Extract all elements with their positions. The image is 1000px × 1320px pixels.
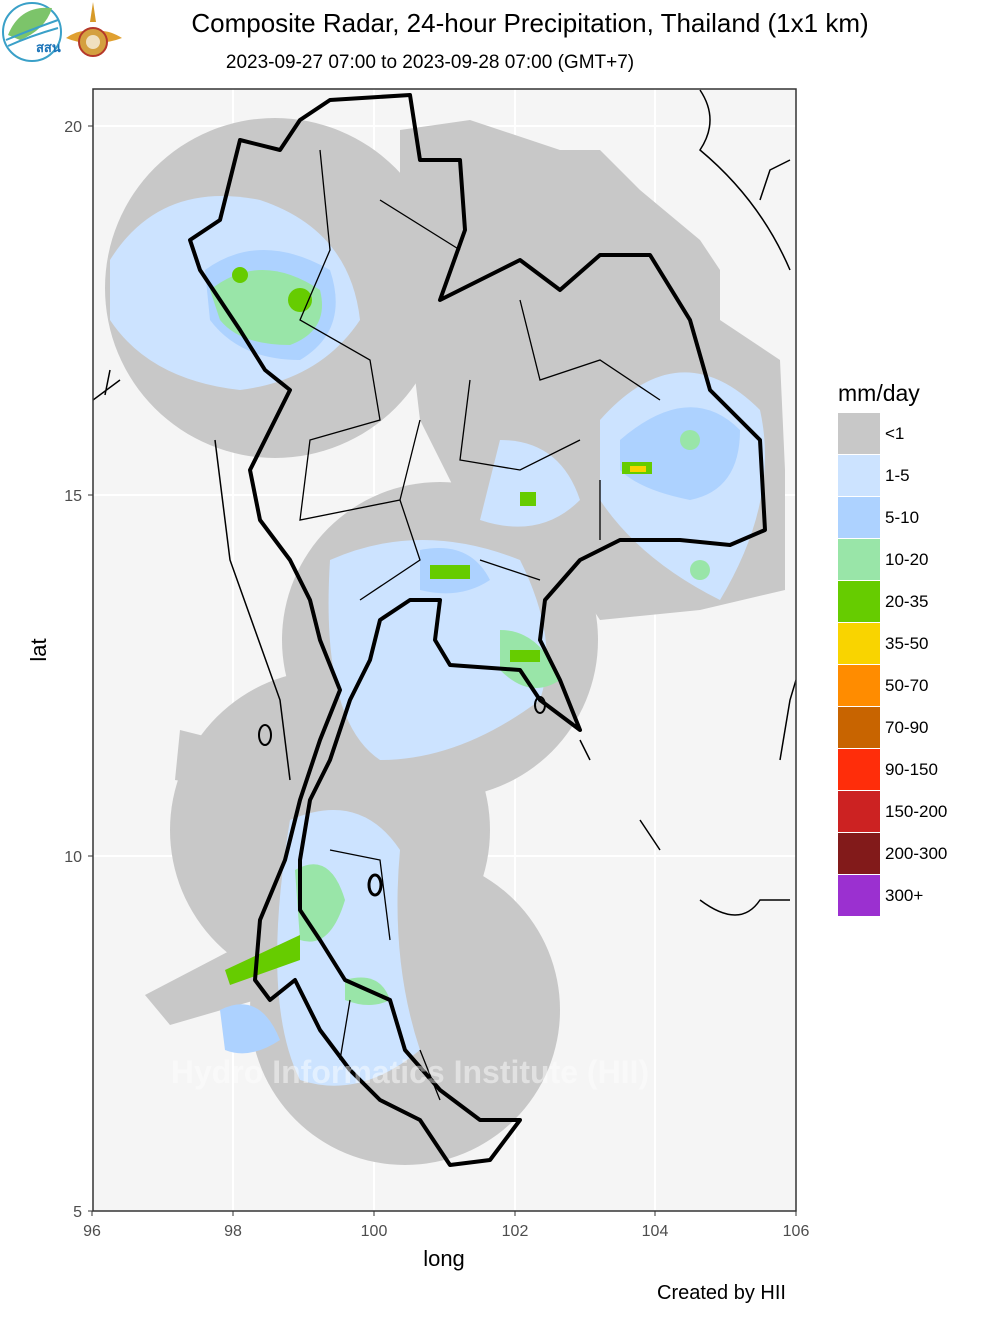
y-tick: 5	[73, 1204, 82, 1221]
legend-swatch	[838, 875, 880, 916]
legend-label: <1	[885, 424, 905, 443]
legend-item: 10-20	[838, 539, 998, 581]
legend-label: 10-20	[885, 550, 929, 569]
legend-swatch	[838, 791, 880, 832]
legend-label: 70-90	[885, 718, 929, 737]
legend-swatch	[838, 539, 880, 580]
legend-item: 300+	[838, 875, 998, 917]
y-tick: 20	[64, 119, 82, 136]
legend-swatch	[838, 749, 880, 790]
legend-label: 20-35	[885, 592, 929, 611]
x-tick: 102	[502, 1223, 529, 1240]
legend-swatch	[838, 413, 880, 454]
x-tick: 96	[83, 1223, 101, 1240]
legend-item: 150-200	[838, 791, 998, 833]
boundaries	[93, 89, 796, 1167]
x-axis-title: long	[423, 1246, 465, 1271]
watermark: Hydro Informatics Institute (HII)	[171, 1054, 649, 1090]
y-tick: 15	[64, 488, 82, 505]
y-axis-title: lat	[26, 638, 51, 661]
legend-label: 5-10	[885, 508, 920, 527]
x-tick: 106	[783, 1223, 810, 1240]
legend-title: mm/day	[838, 380, 920, 406]
legend-swatch	[838, 707, 880, 748]
chart-title: Composite Radar, 24-hour Precipitation, …	[191, 8, 869, 38]
legend-label: 90-150	[885, 760, 938, 779]
legend-swatch	[838, 455, 880, 496]
legend-item: 70-90	[838, 707, 998, 749]
legend-item: 90-150	[838, 749, 998, 791]
legend-label: 200-300	[885, 844, 948, 863]
chart-subtitle: 2023-09-27 07:00 to 2023-09-28 07:00 (GM…	[225, 52, 635, 73]
logo-text: สสน	[36, 40, 61, 55]
legend-item: <1	[838, 413, 998, 455]
legend-swatch	[838, 497, 880, 538]
legend-label: 150-200	[885, 802, 948, 821]
legend-item: 1-5	[838, 455, 998, 497]
legend-swatch	[838, 581, 880, 622]
axis-ticks	[88, 125, 797, 1216]
credit-text: Created by HII	[657, 1282, 786, 1304]
logos: สสน	[0, 0, 130, 70]
hii-logo: สสน	[2, 2, 122, 62]
legend-swatch	[838, 833, 880, 874]
legend-item: 200-300	[838, 833, 998, 875]
legend-item: 20-35	[838, 581, 998, 623]
x-tick: 98	[224, 1223, 242, 1240]
x-tick: 100	[361, 1223, 388, 1240]
plot-border	[92, 88, 797, 1212]
legend-item: 50-70	[838, 665, 998, 707]
legend-swatch	[838, 623, 880, 664]
legend-label: 50-70	[885, 676, 929, 695]
legend-label: 35-50	[885, 634, 929, 653]
y-tick: 10	[64, 849, 82, 866]
x-tick: 104	[642, 1223, 669, 1240]
legend-item: 35-50	[838, 623, 998, 665]
royal-emblem-icon	[66, 2, 122, 57]
legend-label: 300+	[885, 886, 924, 905]
legend-label: 1-5	[885, 466, 910, 485]
legend-swatch	[838, 665, 880, 706]
legend-item: 5-10	[838, 497, 998, 539]
